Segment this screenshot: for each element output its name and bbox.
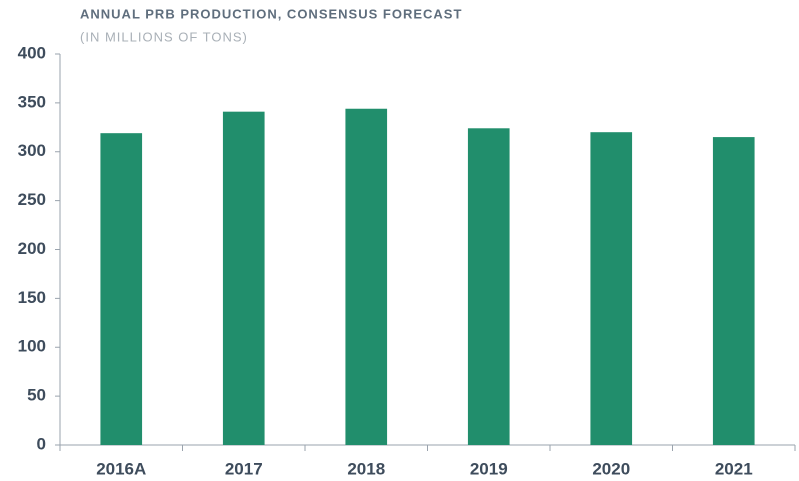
- bar: [100, 133, 143, 446]
- y-tick-label: 150: [18, 288, 46, 307]
- x-tick-label: 2020: [592, 459, 630, 478]
- x-tick-label: 2016A: [96, 459, 146, 478]
- y-tick-label: 100: [18, 337, 46, 356]
- bar: [590, 132, 633, 445]
- y-tick-label: 50: [27, 386, 46, 405]
- bar: [345, 108, 388, 446]
- y-tick-label: 350: [18, 92, 46, 111]
- x-tick-label: 2021: [715, 459, 753, 478]
- y-tick-label: 200: [18, 239, 46, 258]
- chart-subtitle: (IN MILLIONS OF TONS): [80, 29, 248, 44]
- chart-title: ANNUAL PRB PRODUCTION, CONSENSUS FORECAS…: [80, 6, 462, 21]
- bar: [712, 137, 755, 445]
- x-tick-label: 2018: [347, 459, 385, 478]
- x-tick-label: 2017: [225, 459, 263, 478]
- y-tick-label: 250: [18, 190, 46, 209]
- bar: [467, 128, 510, 446]
- y-tick-label: 300: [18, 141, 46, 160]
- y-tick-label: 0: [37, 434, 46, 453]
- bar: [222, 111, 265, 446]
- x-tick-label: 2019: [470, 459, 508, 478]
- y-tick-label: 400: [18, 43, 46, 62]
